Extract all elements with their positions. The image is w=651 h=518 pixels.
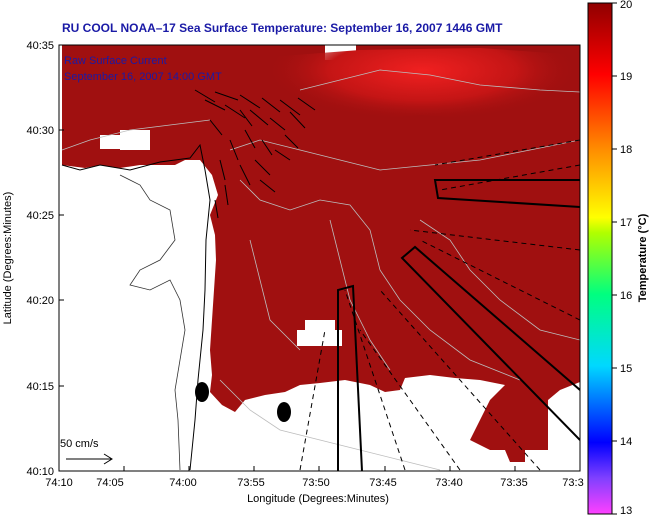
current-legend-title: Raw Surface Current — [64, 55, 167, 67]
x-tick-label: 73:40 — [435, 477, 463, 489]
station-marker — [195, 382, 209, 402]
colorbar-tick-label: 15 — [620, 363, 632, 375]
x-tick-label: 74:05 — [96, 477, 124, 489]
y-axis — [59, 44, 64, 472]
x-axis-label: Longitude (Degrees:Minutes) — [247, 493, 389, 505]
colorbar-tick-label: 19 — [620, 71, 632, 83]
figure-title: RU COOL NOAA–17 Sea Surface Temperature:… — [62, 21, 503, 35]
coastline — [61, 143, 211, 471]
colorbar-tick-label: 16 — [620, 290, 632, 302]
colorbar-label: Temperature (°C) — [637, 213, 649, 302]
station-marker — [277, 402, 291, 422]
y-axis-label: Latitude (Degrees:Minutes) — [2, 192, 14, 325]
cloud-gaps — [100, 130, 398, 412]
inner-shoreline — [119, 174, 186, 471]
scale-label: 50 cm/s — [60, 438, 99, 450]
x-tick-label: 73:50 — [302, 477, 330, 489]
y-tick-label: 40:10 — [26, 466, 54, 478]
y-tick-label: 40:30 — [26, 125, 54, 137]
colorbar-tick-label: 20 — [620, 0, 632, 11]
y-tick-label: 40:25 — [26, 210, 54, 222]
current-vectors — [194, 89, 316, 219]
x-axis — [58, 466, 516, 471]
x-tick-label: 73:35 — [500, 477, 528, 489]
colorbar — [587, 2, 613, 515]
map-plot — [59, 45, 580, 471]
colorbar-tick-label: 18 — [620, 144, 632, 156]
y-tick-label: 40:15 — [26, 381, 54, 393]
sst-field — [62, 45, 580, 462]
y-tick-label: 40:20 — [26, 295, 54, 307]
x-tick-label: 74:00 — [169, 477, 197, 489]
x-tick-label: 73:55 — [237, 477, 265, 489]
colorbar-tick-label: 17 — [620, 217, 632, 229]
colorbar-tick-label: 13 — [620, 505, 632, 517]
transect-boxes — [337, 179, 580, 471]
colorbar-tick-label: 14 — [620, 436, 632, 448]
x-tick-label: 74:10 — [45, 477, 73, 489]
survey-lines — [299, 139, 580, 471]
bathymetry-contours — [61, 69, 580, 471]
scale-arrow — [66, 453, 113, 465]
x-tick-label: 73:3 — [562, 477, 583, 489]
y-tick-label: 40:35 — [26, 40, 54, 52]
current-legend-time: September 16, 2007 14:00 GMT — [64, 71, 222, 83]
sst-warm-patch — [230, 48, 580, 160]
x-tick-label: 73:45 — [369, 477, 397, 489]
colorbar-ticks — [612, 2, 617, 515]
